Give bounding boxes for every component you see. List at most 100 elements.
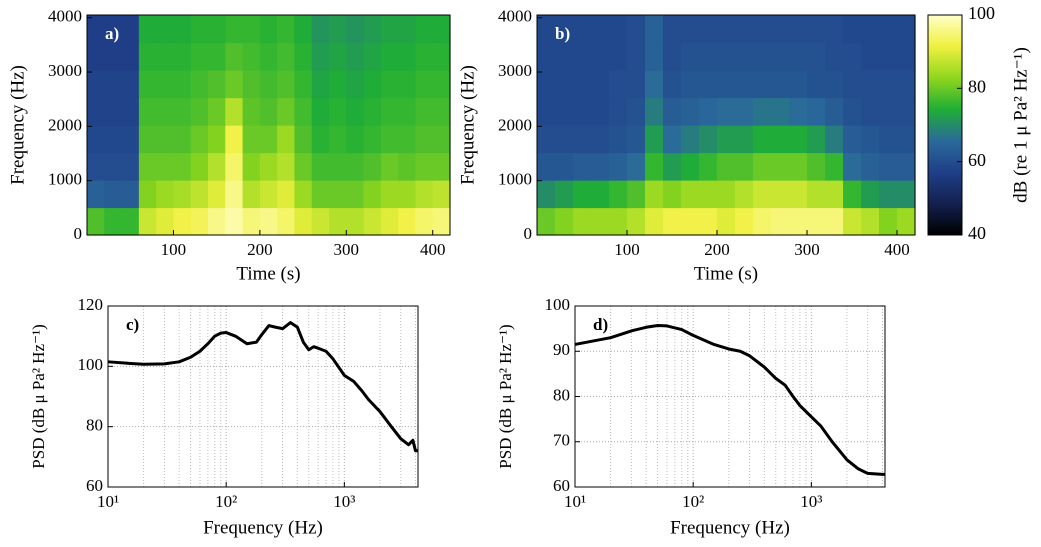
spectrogram-cell bbox=[663, 42, 682, 71]
spectrogram-cell bbox=[277, 180, 296, 209]
spectrogram-cell bbox=[681, 125, 700, 154]
spectrogram-cell bbox=[87, 70, 105, 99]
x-tick-label: 100 bbox=[614, 240, 640, 259]
spectrogram-cell bbox=[825, 70, 844, 99]
spectrogram-cell bbox=[432, 15, 451, 44]
spectrogram-cell bbox=[104, 42, 123, 71]
colorbar: 40 60 80 100 dB (re 1 μ Pa² Hz⁻¹) bbox=[927, 3, 1031, 243]
spectrogram-cell bbox=[663, 207, 682, 236]
spectrogram-cell bbox=[121, 207, 140, 236]
spectrogram-cell bbox=[242, 125, 261, 154]
spectrogram-cell bbox=[663, 125, 682, 154]
spectrogram-cell bbox=[242, 152, 261, 181]
spectrogram-cell bbox=[591, 70, 610, 99]
spectrogram-cell bbox=[138, 125, 157, 154]
spectrogram-cell bbox=[609, 152, 628, 181]
spectrogram-cell bbox=[259, 125, 278, 154]
spectrogram-cell bbox=[555, 42, 574, 71]
spectrogram-cell bbox=[208, 15, 226, 44]
spectrogram-cell bbox=[627, 15, 646, 44]
spectrogram-cell bbox=[825, 42, 844, 71]
spectrogram-cell bbox=[190, 70, 209, 99]
spectrogram-cell bbox=[717, 70, 736, 99]
spectrogram-cell bbox=[807, 207, 826, 236]
spectrogram-cell bbox=[380, 125, 399, 154]
spectrogram-cell bbox=[645, 125, 664, 154]
spectrogram-cell bbox=[311, 180, 330, 209]
spectrogram-cell bbox=[537, 15, 556, 44]
spectrogram-cell bbox=[398, 207, 417, 236]
spectrogram-cell bbox=[825, 97, 844, 126]
spectrogram-cell bbox=[879, 207, 898, 236]
spectrogram-cell bbox=[681, 180, 700, 209]
x-tick-label: 200 bbox=[704, 240, 730, 259]
spectrogram-cell bbox=[380, 15, 399, 44]
psd-line bbox=[574, 323, 885, 476]
spectrogram-cell bbox=[363, 152, 382, 181]
spectrogram-cell bbox=[432, 125, 451, 154]
spectrogram-cell bbox=[242, 97, 261, 126]
spectrogram-cell bbox=[735, 42, 754, 71]
spectrogram-cell bbox=[208, 152, 226, 181]
spectrogram-cell bbox=[329, 207, 347, 236]
spectrogram-cell bbox=[897, 207, 916, 236]
spectrogram-cell bbox=[771, 180, 790, 209]
spectrogram-cell bbox=[789, 97, 808, 126]
spectrogram-cell bbox=[398, 125, 417, 154]
spectrogram-cell bbox=[789, 125, 808, 154]
panel-label: c) bbox=[126, 315, 139, 334]
y-axis-title: Frequency (Hz) bbox=[7, 65, 28, 185]
spectrogram-cell bbox=[717, 15, 736, 44]
y-tick-label: 60 bbox=[553, 476, 570, 495]
spectrogram-cell bbox=[645, 15, 664, 44]
spectrogram-cell bbox=[681, 207, 700, 236]
spectrogram-cell bbox=[681, 70, 700, 99]
spectrogram-cell bbox=[242, 207, 261, 236]
spectrogram-cell bbox=[242, 180, 261, 209]
spectrogram-cell bbox=[346, 15, 365, 44]
spectrogram-cell bbox=[225, 180, 244, 209]
colorbar-tick-label: 60 bbox=[968, 150, 986, 170]
spectrogram-cell bbox=[225, 152, 244, 181]
spectrogram-cell bbox=[609, 207, 628, 236]
spectrogram-cell bbox=[537, 97, 556, 126]
spectrogram-cell bbox=[138, 97, 157, 126]
spectrogram-cell bbox=[537, 180, 556, 209]
spectrogram-cell bbox=[363, 70, 382, 99]
spectrogram-cell bbox=[380, 207, 399, 236]
spectrogram-cell bbox=[173, 42, 192, 71]
spectrogram-cell bbox=[879, 180, 898, 209]
spectrogram-cell bbox=[173, 97, 192, 126]
spectrogram-cell bbox=[121, 180, 140, 209]
spectrogram-cell bbox=[156, 70, 175, 99]
spectrogram-cell bbox=[242, 15, 261, 44]
spectrogram-cell bbox=[645, 70, 664, 99]
spectrogram-cell bbox=[807, 180, 826, 209]
spectrogram-cell bbox=[771, 15, 790, 44]
spectrogram-cell bbox=[104, 125, 123, 154]
spectrogram-cell bbox=[104, 152, 123, 181]
spectrogram-cell bbox=[259, 42, 278, 71]
x-tick-label: 400 bbox=[420, 240, 446, 259]
spectrogram-cell bbox=[753, 207, 772, 236]
spectrogram-cell bbox=[591, 42, 610, 71]
spectrogram-cell bbox=[346, 97, 365, 126]
spectrogram-cell bbox=[432, 70, 451, 99]
spectrogram-cell bbox=[311, 97, 330, 126]
spectrogram-cell bbox=[843, 97, 862, 126]
spectrogram-cell bbox=[173, 180, 192, 209]
spectrogram-cell bbox=[294, 42, 313, 71]
spectrogram-cell bbox=[735, 97, 754, 126]
spectrogram-cell bbox=[699, 152, 718, 181]
spectrogram-cell bbox=[311, 15, 330, 44]
x-axis-title: Time (s) bbox=[694, 263, 758, 284]
spectrogram-cell bbox=[104, 70, 123, 99]
spectrogram-cell bbox=[645, 97, 664, 126]
spectrogram-cell bbox=[432, 97, 451, 126]
spectrogram-cell bbox=[807, 70, 826, 99]
spectrogram-cell bbox=[208, 70, 226, 99]
y-tick-label: 60 bbox=[86, 476, 103, 495]
panel-label: d) bbox=[593, 315, 608, 334]
spectrogram-cell bbox=[294, 70, 313, 99]
